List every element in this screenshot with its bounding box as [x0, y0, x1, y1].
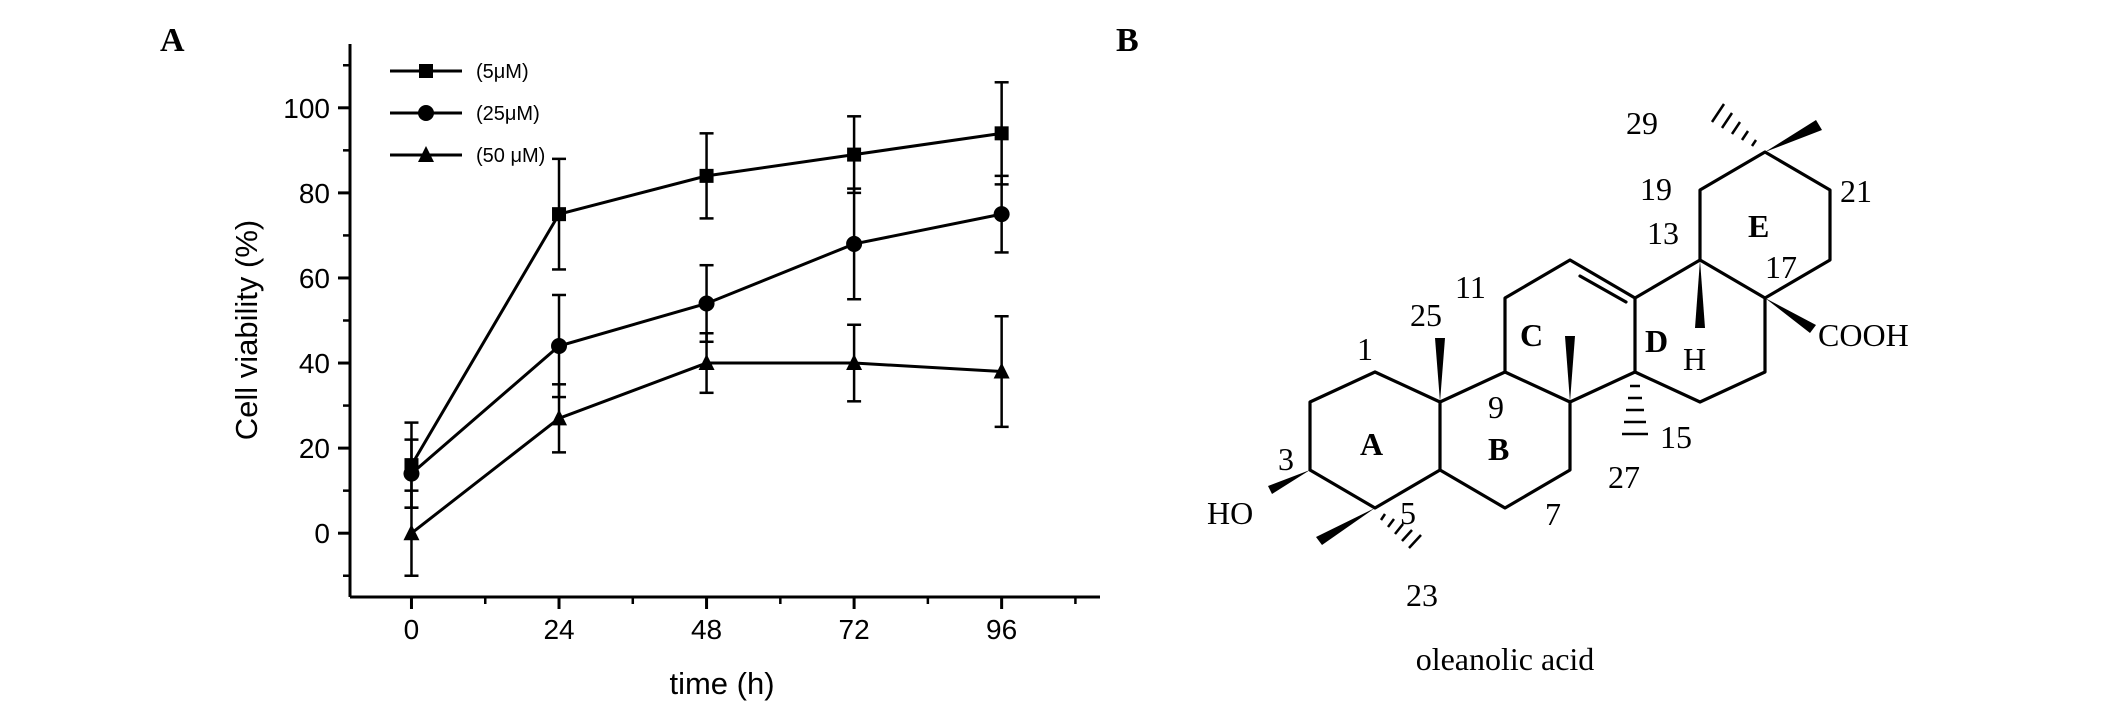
y-tick-label: 0 [314, 518, 330, 549]
data-point [403, 524, 420, 541]
group-ho: HO [1207, 495, 1253, 531]
carbon-number-21: 21 [1840, 173, 1872, 209]
series-circle [403, 174, 1010, 509]
hashed-bonds [1379, 103, 1758, 549]
legend-item: (50 μM) [390, 145, 545, 167]
skeleton-bonds [1308, 150, 1832, 510]
carbon-number-17: 17 [1765, 249, 1797, 285]
group-h: H [1683, 341, 1706, 377]
y-tick-label: 60 [299, 263, 330, 294]
cell-viability-chart: 0 20 40 60 80 100 0 24 48 72 96 Cell viability (%)… [229, 44, 1100, 701]
data-point [698, 354, 715, 371]
ring-label-b: B [1488, 431, 1509, 467]
x-tick-label: 48 [691, 614, 722, 645]
legend-label: (50 μM) [476, 145, 545, 167]
x-axis-label: time (h) [669, 666, 774, 701]
carbon-number-23: 23 [1406, 577, 1438, 613]
data-point [846, 235, 863, 252]
data-point [993, 362, 1010, 379]
carbon-number-29: 29 [1626, 105, 1658, 141]
legend-label: (5μM) [476, 61, 529, 83]
carbon-number-9: 9 [1488, 389, 1504, 425]
data-point [551, 409, 568, 426]
data-point [551, 338, 568, 355]
data-point [994, 126, 1009, 141]
wedge-bonds [1268, 120, 1822, 545]
ring-label-d: D [1645, 323, 1668, 359]
carbon-number-11: 11 [1455, 269, 1486, 305]
carbon-number-5: 5 [1400, 495, 1416, 531]
legend-item: (25μM) [390, 103, 540, 125]
ring-label-e: E [1748, 208, 1769, 244]
carbon-number-27: 27 [1608, 459, 1640, 495]
y-tick-label: 100 [283, 93, 330, 124]
legend-item: (5μM) [390, 61, 529, 83]
carbon-number-3: 3 [1278, 441, 1294, 477]
carbon-number-1: 1 [1357, 331, 1373, 367]
chart-legend: (5μM) (25μM) (50 μM) [390, 61, 545, 167]
data-point [699, 168, 714, 183]
data-point [993, 206, 1010, 223]
carbon-number-19: 19 [1640, 171, 1672, 207]
carbon-number-13: 13 [1647, 215, 1679, 251]
legend-label: (25μM) [476, 103, 540, 125]
x-tick-label: 96 [986, 614, 1017, 645]
ring-label-a: A [1360, 426, 1383, 462]
data-point [847, 147, 862, 162]
carbon-number-15: 15 [1660, 419, 1692, 455]
panel-b-letter: B [1116, 22, 1139, 59]
x-tick-label: 0 [404, 614, 420, 645]
y-axis-label: Cell viability (%) [229, 220, 264, 440]
y-tick-label: 40 [299, 348, 330, 379]
oleanolic-acid-structure: HO COOH H A B C D E 1 3 5 7 9 11 13 15 1… [1207, 103, 1909, 677]
x-tick-label: 72 [839, 614, 870, 645]
data-point [698, 295, 715, 312]
series-triangle [403, 314, 1010, 577]
data-point [846, 354, 863, 371]
group-cooh: COOH [1818, 317, 1909, 353]
carbon-number-25: 25 [1410, 297, 1442, 333]
legend-marker [419, 64, 433, 78]
series-square [404, 81, 1009, 509]
x-tick-label: 24 [543, 614, 574, 645]
legend-marker [418, 105, 434, 121]
ring-label-c: C [1520, 317, 1543, 353]
legend-marker [418, 146, 434, 162]
y-tick-label: 20 [299, 433, 330, 464]
panel-a-letter: A [160, 22, 185, 59]
data-point [403, 465, 420, 482]
chart-axes [348, 44, 1100, 599]
data-point [552, 207, 567, 222]
y-tick-label: 80 [299, 178, 330, 209]
carbon-number-7: 7 [1545, 496, 1561, 532]
compound-name: oleanolic acid [1416, 641, 1595, 677]
series-layer [403, 81, 1010, 577]
chart-ticks: 0 20 40 60 80 100 0 24 48 72 96 [283, 64, 1077, 645]
